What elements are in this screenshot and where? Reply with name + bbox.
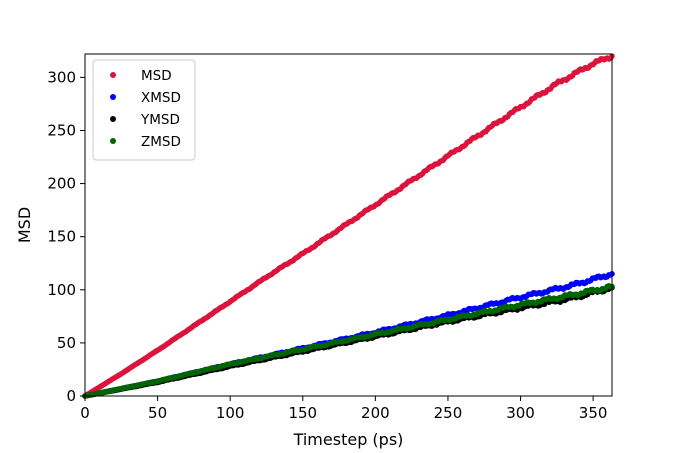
x-tick-label: 100 — [216, 404, 245, 422]
x-tick-label: 350 — [579, 404, 608, 422]
series-zmsd — [82, 283, 615, 399]
plot-frame — [84, 53, 613, 397]
legend-label: XMSD — [141, 90, 181, 106]
legend-label: YMSD — [140, 112, 180, 128]
legend-marker — [110, 94, 116, 100]
legend-label: MSD — [141, 68, 172, 84]
x-tick-label: 50 — [148, 404, 167, 422]
legend-frame — [92, 59, 196, 161]
legend-label: ZMSD — [141, 134, 181, 150]
x-tick-label: 250 — [434, 404, 463, 422]
y-tick-label: 100 — [47, 281, 76, 299]
legend-marker — [110, 72, 116, 78]
x-axis-label: Timestep (ps) — [293, 430, 404, 449]
x-axis-ticks: 0 50 100 150 200 250 300 350 — [80, 396, 607, 422]
y-tick-label: 150 — [47, 228, 76, 246]
legend: MSD XMSD YMSD ZMSD — [92, 59, 196, 161]
y-tick-label: 200 — [47, 175, 76, 193]
x-tick-label: 300 — [506, 404, 535, 422]
y-tick-label: 0 — [66, 387, 76, 405]
y-tick-label: 300 — [47, 68, 76, 86]
legend-marker — [110, 138, 116, 144]
y-tick-label: 250 — [47, 121, 76, 139]
x-tick-label: 150 — [288, 404, 317, 422]
series-layer — [82, 53, 615, 399]
y-axis-label: MSD — [15, 207, 34, 243]
series-msd — [82, 53, 615, 399]
legend-marker — [110, 116, 116, 122]
x-tick-label: 0 — [80, 404, 90, 422]
y-tick-label: 50 — [57, 334, 76, 352]
x-tick-label: 200 — [361, 404, 390, 422]
y-axis-ticks: 0 50 100 150 200 250 300 — [47, 68, 85, 405]
